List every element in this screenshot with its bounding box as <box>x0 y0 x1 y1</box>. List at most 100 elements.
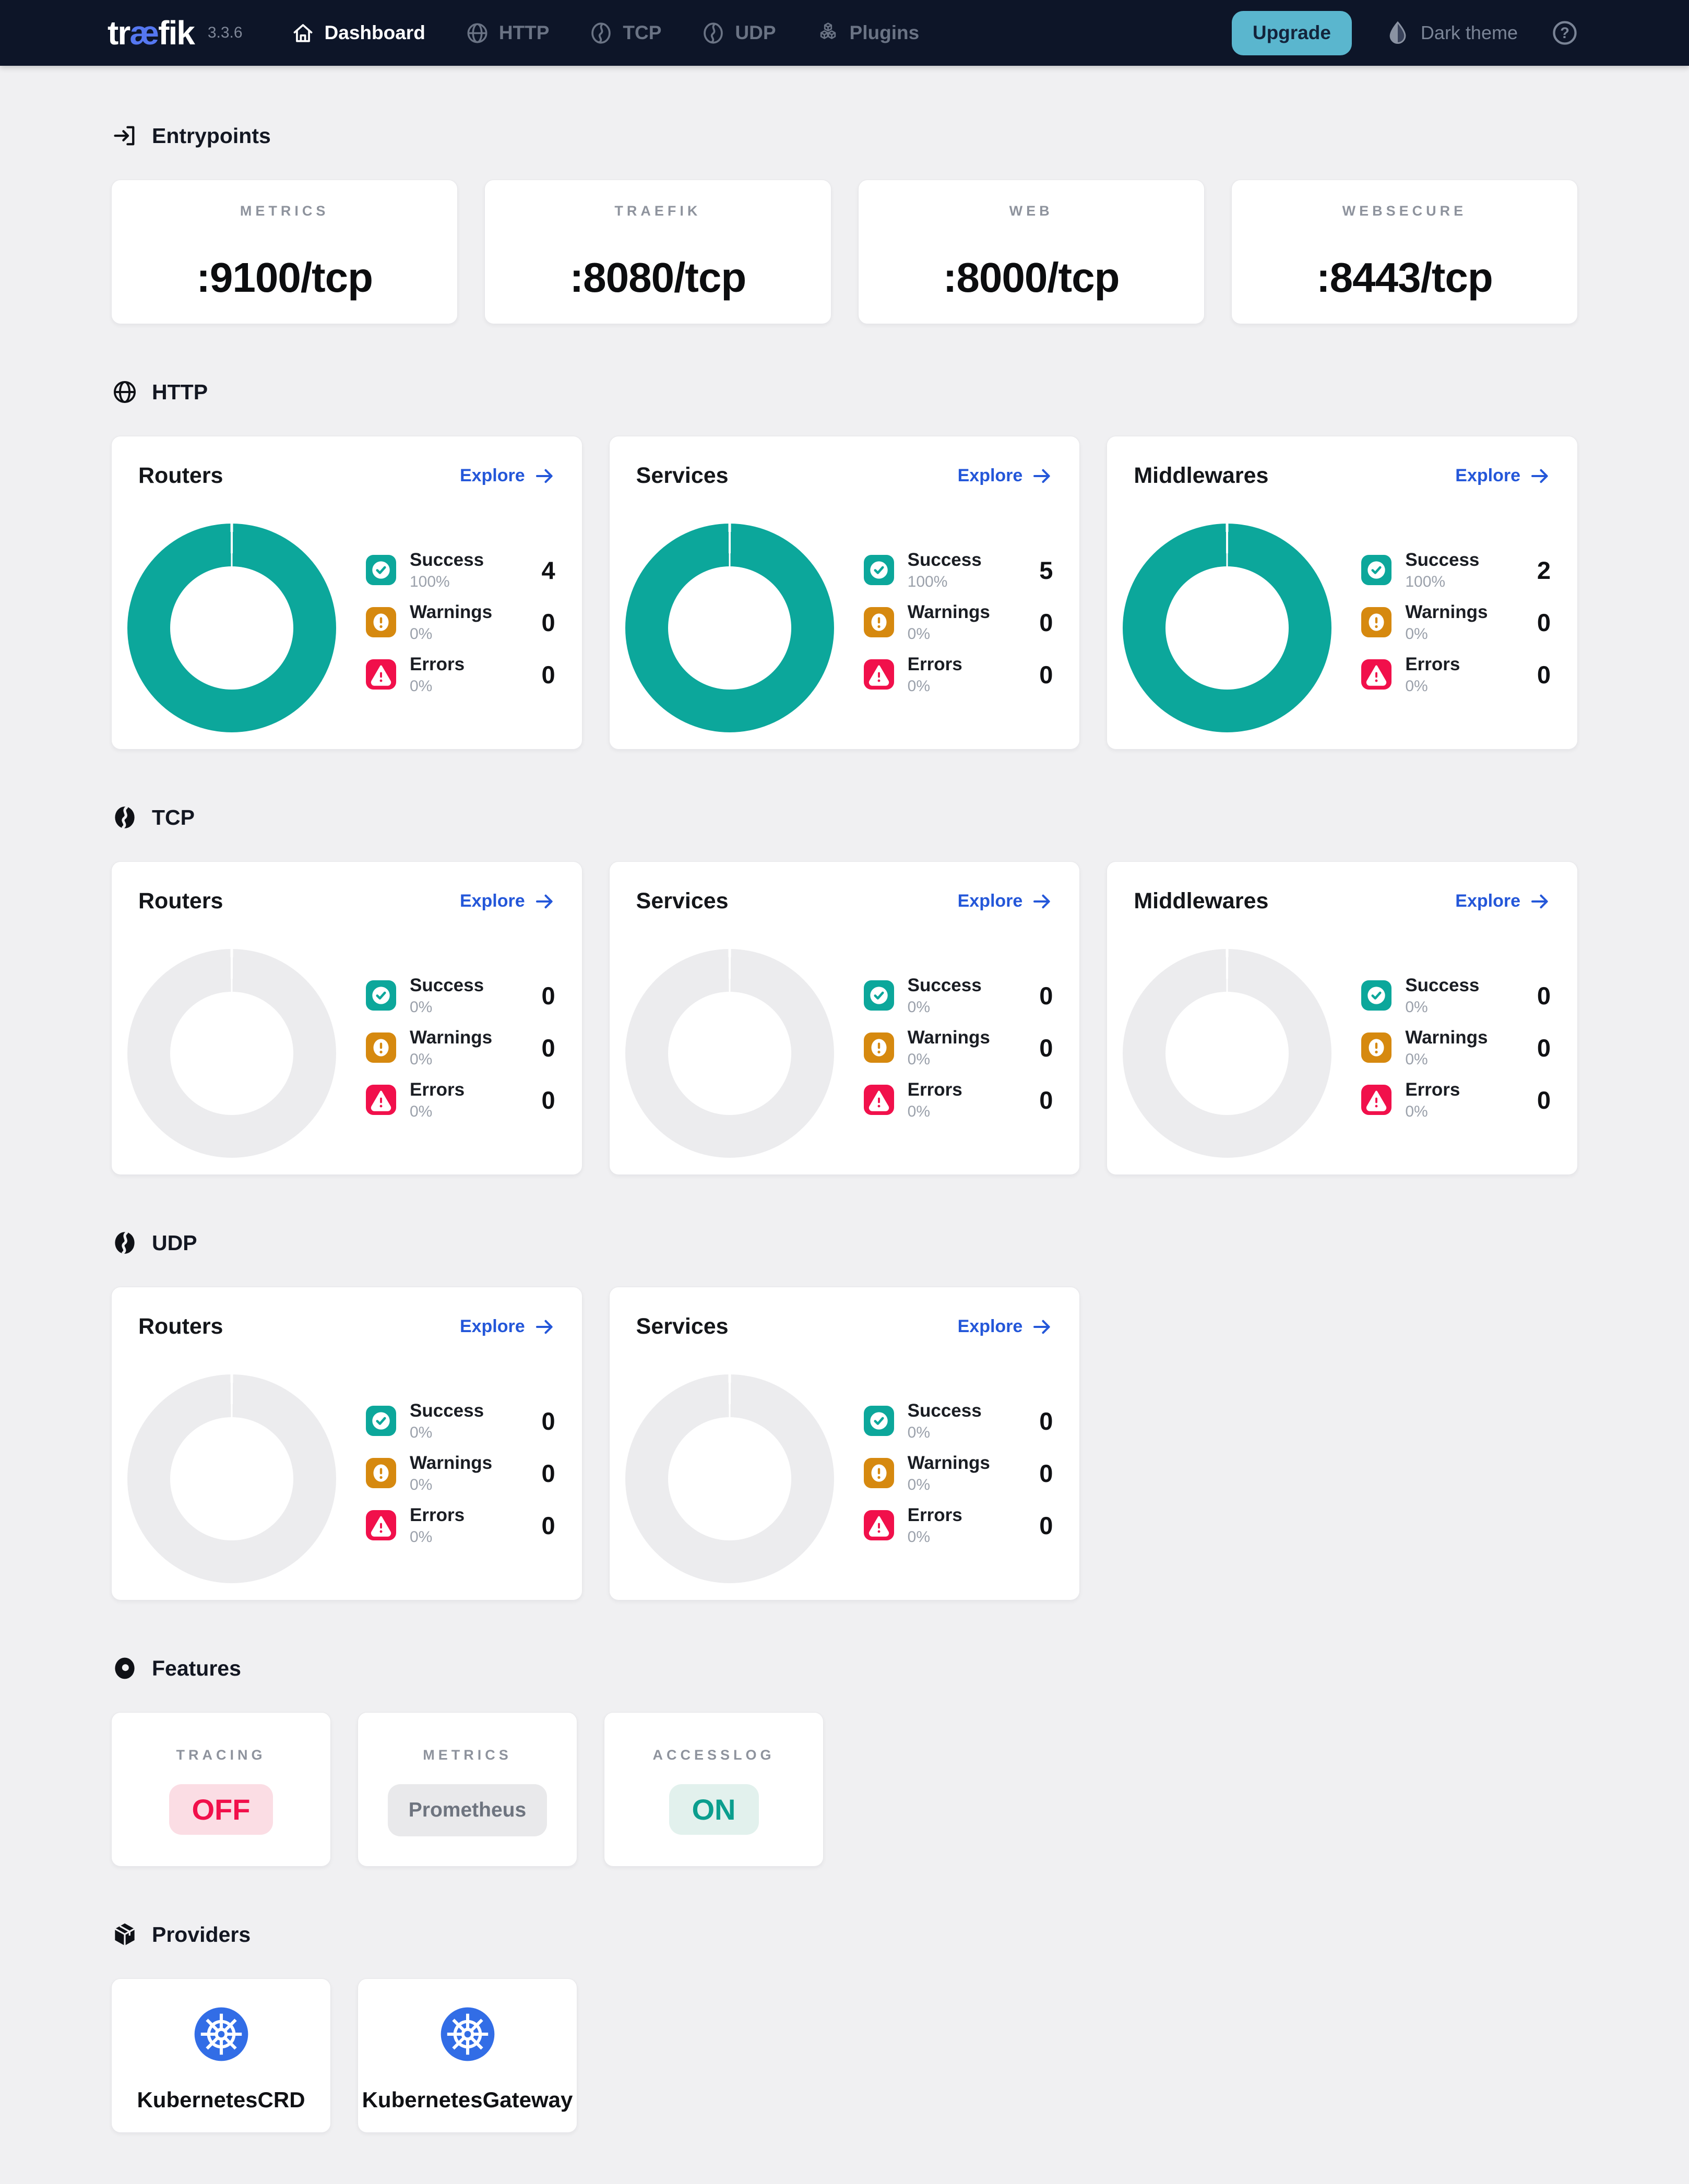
feature-label: TRACING <box>176 1747 266 1763</box>
legend-row-errors: Errors 0% 0 <box>366 1079 555 1120</box>
success-check-icon <box>864 1406 894 1436</box>
legend-row-warnings: Warnings 0% 0 <box>1361 1027 1551 1068</box>
legend-percent: 100% <box>907 573 948 590</box>
logo-part: fik <box>158 14 195 52</box>
nav-item-dashboard[interactable]: Dashboard <box>291 21 425 45</box>
nav-item-tcp[interactable]: TCP <box>589 21 661 45</box>
provider-cards: KubernetesCRD KubernetesGateway <box>111 1978 1578 2133</box>
legend-label: Errors <box>907 654 962 674</box>
dashboard-content: Entrypoints METRICS :9100/tcp TRAEFIK :8… <box>0 122 1689 2184</box>
nav-label: UDP <box>735 22 776 43</box>
legend-row-errors: Errors 0% 0 <box>864 1079 1053 1120</box>
legend-row-success: Success 100% 4 <box>366 549 555 590</box>
explore-link[interactable]: Explore <box>460 1316 555 1338</box>
warning-icon <box>366 1458 396 1488</box>
cube-icon <box>111 1921 138 1948</box>
provider-name: KubernetesCRD <box>137 2087 305 2112</box>
legend-label: Success <box>907 549 982 570</box>
udp-services-card: Services Explore Success 0% 0 Warnings 0% … <box>609 1287 1080 1600</box>
legend-percent: 0% <box>410 1476 433 1493</box>
success-check-icon <box>366 980 396 1011</box>
home-icon <box>291 21 315 45</box>
explore-link[interactable]: Explore <box>1455 465 1551 487</box>
legend-label: Errors <box>907 1079 962 1100</box>
success-check-icon <box>1361 555 1391 585</box>
tcp-routers-card: Routers Explore Success 0% 0 Warnings 0% 0 <box>111 861 582 1175</box>
entrypoint-port: :8443/tcp <box>1316 254 1493 301</box>
udp-ball-icon <box>701 21 725 45</box>
error-triangle-icon <box>366 1510 396 1540</box>
legend-label: Errors <box>1405 654 1460 674</box>
feature-status-badge: OFF <box>169 1784 273 1835</box>
section-features-header: Features <box>111 1655 1578 1682</box>
card-title: Services <box>636 463 729 488</box>
card-title: Middlewares <box>1134 888 1269 913</box>
nav-item-udp[interactable]: UDP <box>701 21 776 45</box>
legend-value: 0 <box>541 608 555 636</box>
legend-value: 0 <box>1537 608 1551 636</box>
nav-item-http[interactable]: HTTP <box>465 21 549 45</box>
card-title: Services <box>636 1314 729 1339</box>
explore-label: Explore <box>459 466 525 485</box>
explore-label: Explore <box>957 1316 1023 1336</box>
explore-link[interactable]: Explore <box>460 465 555 487</box>
theme-toggle[interactable]: Dark theme <box>1384 19 1518 46</box>
explore-label: Explore <box>957 891 1023 911</box>
legend-percent: 0% <box>1405 625 1428 643</box>
explore-link[interactable]: Explore <box>958 1316 1053 1338</box>
tcp-ball-icon <box>589 21 613 45</box>
nav-item-plugins[interactable]: Plugins <box>816 21 920 45</box>
entrypoint-card-traefik: TRAEFIK :8080/tcp <box>484 180 831 324</box>
feature-card-tracing: TRACING OFF <box>111 1712 331 1867</box>
udp-routers-card: Routers Explore Success 0% 0 Warnings 0% 0 <box>111 1287 582 1600</box>
legend-percent: 0% <box>907 1476 931 1493</box>
top-navbar: tr æ fik 3.3.6 Dashboard HTTP TCP UDP Plug… <box>0 0 1689 66</box>
legend-row-warnings: Warnings 0% 0 <box>1361 602 1551 643</box>
donut-chart <box>1123 524 1332 732</box>
legend-value: 0 <box>541 1459 555 1487</box>
legend-label: Warnings <box>907 1027 990 1048</box>
legend-percent: 100% <box>410 573 450 590</box>
warning-icon <box>366 607 396 637</box>
feature-status-badge: Prometheus <box>387 1784 548 1836</box>
upgrade-button[interactable]: Upgrade <box>1231 10 1352 55</box>
http-routers-card: Routers Explore Success 100% 4 Warnings 0%… <box>111 436 582 750</box>
explore-link[interactable]: Explore <box>958 891 1053 912</box>
explore-link[interactable]: Explore <box>1455 891 1551 912</box>
error-triangle-icon <box>1361 659 1391 690</box>
kubernetes-icon <box>192 2005 251 2063</box>
legend-value: 0 <box>1537 981 1551 1010</box>
warning-icon <box>864 1458 894 1488</box>
legend-row-errors: Errors 0% 0 <box>1361 1079 1551 1120</box>
legend-value: 0 <box>1537 1086 1551 1114</box>
legend: Success 0% 0 Warnings 0% 0 Errors 0% 0 <box>864 975 1053 1135</box>
legend-value: 0 <box>1039 1407 1053 1435</box>
legend-label: Success <box>410 549 484 570</box>
legend-row-errors: Errors 0% 0 <box>366 654 555 695</box>
card-title: Middlewares <box>1134 463 1269 488</box>
card-title: Services <box>636 888 729 913</box>
provider-card-kubernetesgateway[interactable]: KubernetesGateway <box>358 1978 577 2133</box>
entrypoint-card-websecure: WEBSECURE :8443/tcp <box>1231 180 1578 324</box>
legend-value: 0 <box>1039 660 1053 689</box>
legend-label: Warnings <box>907 601 990 622</box>
nav-label: Plugins <box>849 22 920 43</box>
entrypoint-port: :8000/tcp <box>943 254 1120 301</box>
legend: Success 0% 0 Warnings 0% 0 Errors 0% 0 <box>366 1400 555 1561</box>
explore-link[interactable]: Explore <box>958 465 1053 487</box>
logo-part: tr <box>108 14 130 52</box>
donut-chart <box>127 949 336 1158</box>
help-icon[interactable] <box>1550 18 1579 48</box>
donut-chart <box>127 524 336 732</box>
legend-percent: 0% <box>410 1050 433 1068</box>
legend-percent: 100% <box>1405 573 1446 590</box>
arrow-right-icon <box>1529 891 1551 912</box>
feature-label: METRICS <box>423 1747 512 1763</box>
legend-label: Warnings <box>410 601 493 622</box>
explore-link[interactable]: Explore <box>460 891 555 912</box>
legend-row-warnings: Warnings 0% 0 <box>864 602 1053 643</box>
legend-percent: 0% <box>1405 677 1428 695</box>
entrypoint-label: TRAEFIK <box>614 203 701 219</box>
provider-card-kubernetescrd[interactable]: KubernetesCRD <box>111 1978 331 2133</box>
legend-row-errors: Errors 0% 0 <box>864 654 1053 695</box>
